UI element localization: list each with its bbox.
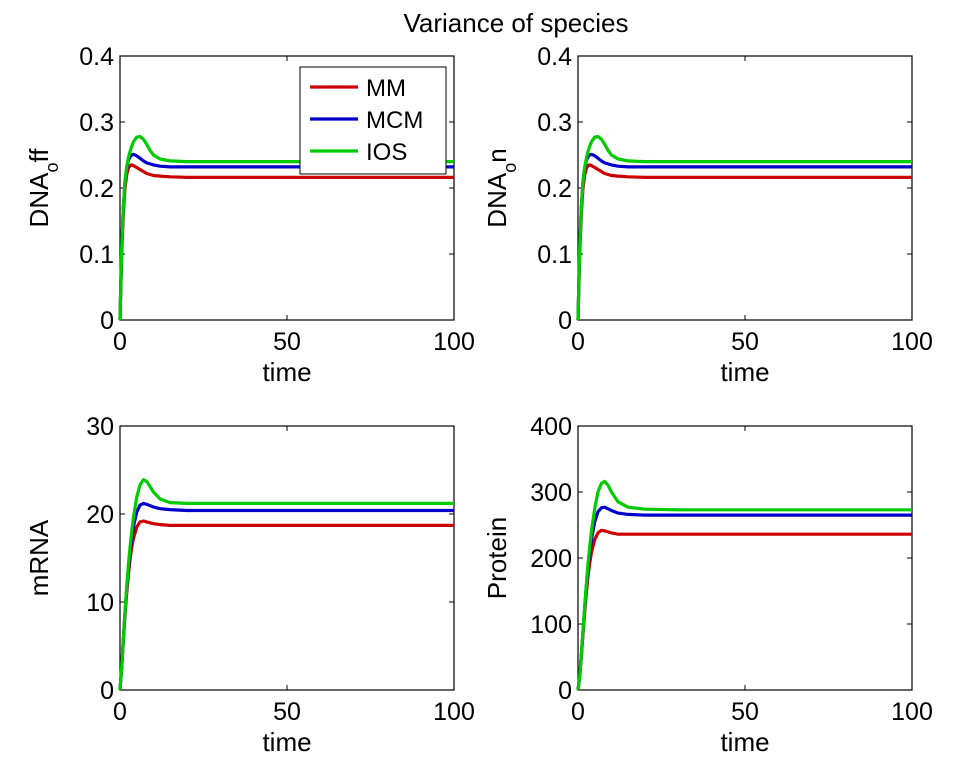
x-axis-label: time: [720, 727, 769, 757]
y-tick-label: 0.1: [537, 241, 572, 269]
panel-top-left: 0 50 100 0 0.1 0.2 0.3 0.4 time DNAoff MM MCM IOS: [24, 43, 475, 387]
x-tick-label: 0: [113, 698, 127, 726]
axes-frame: [119, 425, 455, 691]
y-tick-label: 20: [86, 501, 114, 529]
x-tick-label: 0: [571, 328, 585, 356]
x-tick-label: 50: [273, 328, 301, 356]
series-line-mcm: [118, 152, 454, 321]
y-axis-label-main: mRNA: [24, 519, 54, 596]
legend-label-mcm: MCM: [366, 107, 423, 134]
series-line-mm: [118, 519, 454, 691]
axes-frame: [577, 55, 913, 321]
y-tick-label: 300: [530, 479, 572, 507]
y-axis-label-tail: n: [482, 148, 512, 162]
series-line-mcm: [118, 501, 454, 691]
series-line-mm: [118, 163, 454, 321]
y-axis-label-subscript: o: [42, 163, 62, 173]
y-tick-label: 100: [530, 611, 572, 639]
x-tick-label: 100: [433, 328, 475, 356]
x-tick-label: 50: [731, 698, 759, 726]
y-axis-label-subscript: o: [500, 163, 520, 173]
panel-bottom-right: 0 50 100 0 100 200 300 400 time Protein: [482, 413, 933, 757]
x-axis-label: time: [262, 357, 311, 387]
x-tick-label: 100: [891, 698, 933, 726]
x-tick-label: 0: [113, 328, 127, 356]
y-tick-label: 0.3: [79, 109, 114, 137]
legend: MM MCM IOS: [299, 66, 447, 175]
y-axis-label-main: DNA: [482, 172, 512, 228]
x-axis-label: time: [262, 727, 311, 757]
y-tick-label: 0.4: [79, 43, 114, 71]
axes-frame: [577, 425, 913, 691]
x-tick-label: 0: [571, 698, 585, 726]
y-tick-label: 200: [530, 545, 572, 573]
legend-label-ios: IOS: [366, 139, 407, 166]
x-tick-label: 100: [891, 328, 933, 356]
y-axis-label: Protein: [482, 517, 512, 599]
y-tick-label: 0.4: [537, 43, 572, 71]
series-line-ios: [118, 134, 454, 321]
panel-top-right: 0 50 100 0 0.1 0.2 0.3 0.4 time DNAon: [482, 43, 933, 387]
x-tick-label: 100: [433, 698, 475, 726]
y-tick-label: 0: [100, 307, 114, 335]
y-tick-label: 0.1: [79, 241, 114, 269]
y-axis-label-main: DNA: [24, 172, 54, 228]
y-axis-label-tail: ff: [24, 148, 54, 163]
series-line-ios: [576, 134, 912, 321]
y-tick-label: 10: [86, 589, 114, 617]
series-line-mm: [576, 163, 912, 321]
y-tick-label: 400: [530, 413, 572, 441]
y-axis-label: DNAoff: [24, 148, 62, 228]
y-axis-label: mRNA: [24, 519, 54, 596]
x-tick-label: 50: [731, 328, 759, 356]
x-tick-label: 50: [273, 698, 301, 726]
y-tick-label: 0.2: [79, 175, 114, 203]
y-tick-label: 0: [100, 677, 114, 705]
y-tick-label: 0: [558, 677, 572, 705]
legend-label-mm: MM: [366, 75, 406, 102]
y-tick-label: 0: [558, 307, 572, 335]
series-line-ios: [576, 479, 912, 691]
y-tick-label: 30: [86, 413, 114, 441]
panel-bottom-left: 0 50 100 0 10 20 30 time mRNA: [24, 413, 475, 757]
figure-title: Variance of species: [404, 8, 629, 38]
y-axis-label: DNAon: [482, 148, 520, 227]
series-line-mcm: [576, 152, 912, 321]
series-line-mm: [576, 528, 912, 691]
series-line-ios: [118, 478, 454, 691]
x-axis-label: time: [720, 357, 769, 387]
y-tick-label: 0.3: [537, 109, 572, 137]
y-tick-label: 0.2: [537, 175, 572, 203]
y-axis-label-main: Protein: [482, 517, 512, 599]
